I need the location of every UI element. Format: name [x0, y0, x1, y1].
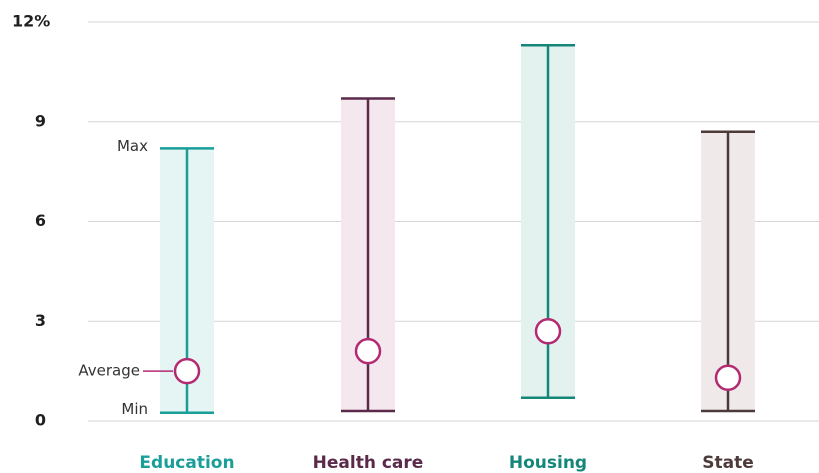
average-dot	[714, 364, 742, 392]
x-tick-label: Housing	[509, 453, 587, 473]
x-tick-label: Health care	[313, 453, 424, 473]
average-dot	[354, 337, 382, 365]
average-annotation: Average	[78, 362, 140, 380]
y-tick-label: 12%	[12, 12, 50, 31]
y-tick-label: 3	[35, 311, 46, 330]
y-tick-label: 6	[35, 211, 46, 230]
y-tick-label: 9	[35, 111, 46, 130]
x-tick-label: State	[702, 453, 754, 473]
y-tick-label: 0	[35, 411, 46, 430]
average-dot	[534, 317, 562, 345]
min-annotation: Min	[121, 400, 148, 418]
average-dot	[173, 357, 201, 385]
max-annotation: Max	[117, 137, 148, 155]
x-tick-label: Education	[139, 453, 234, 473]
